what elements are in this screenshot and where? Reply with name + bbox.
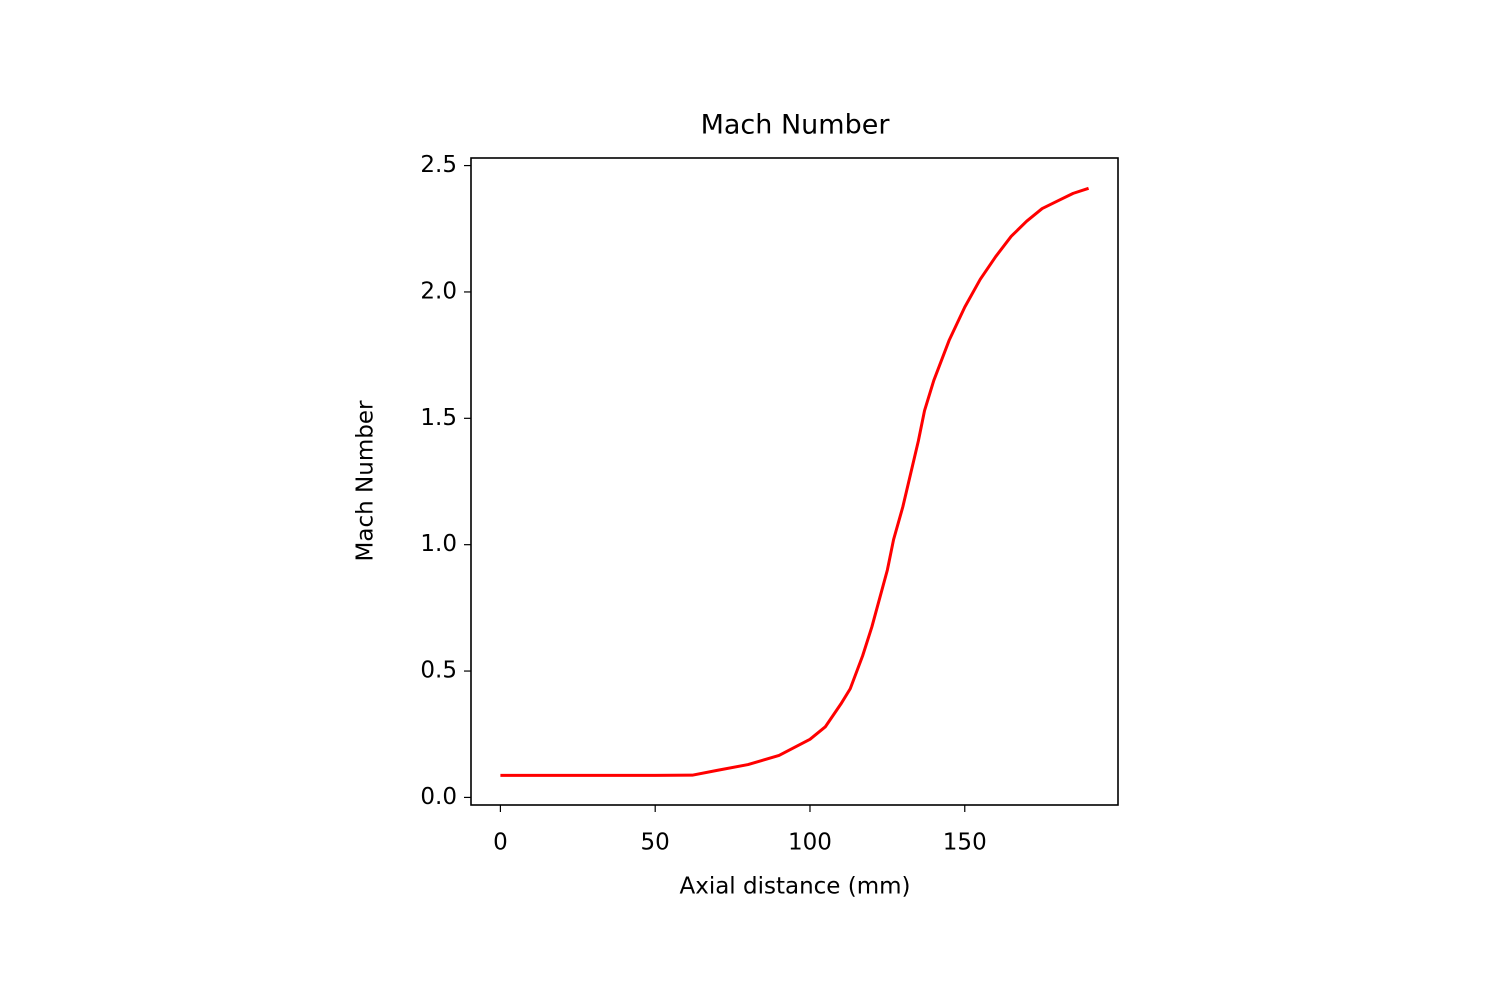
data-line (500, 186, 1090, 777)
x-axis-label: Axial distance (mm) (679, 874, 910, 900)
y-tick-label: 0.0 (420, 784, 457, 810)
y-tick-label: 1.0 (420, 531, 457, 557)
y-tick-label: 1.5 (420, 405, 457, 431)
y-axis-label: Mach Number (353, 400, 379, 561)
x-tick-label: 0 (493, 830, 508, 856)
y-tick-label: 0.5 (420, 658, 457, 684)
y-tick-label: 2.5 (420, 152, 457, 178)
y-tick-label: 2.0 (420, 278, 457, 304)
chart-title: Mach Number (701, 110, 891, 141)
x-tick-label: 150 (943, 830, 987, 856)
x-tick-label: 50 (641, 830, 670, 856)
plot-frame (470, 157, 1119, 806)
x-tick-label: 100 (788, 830, 832, 856)
